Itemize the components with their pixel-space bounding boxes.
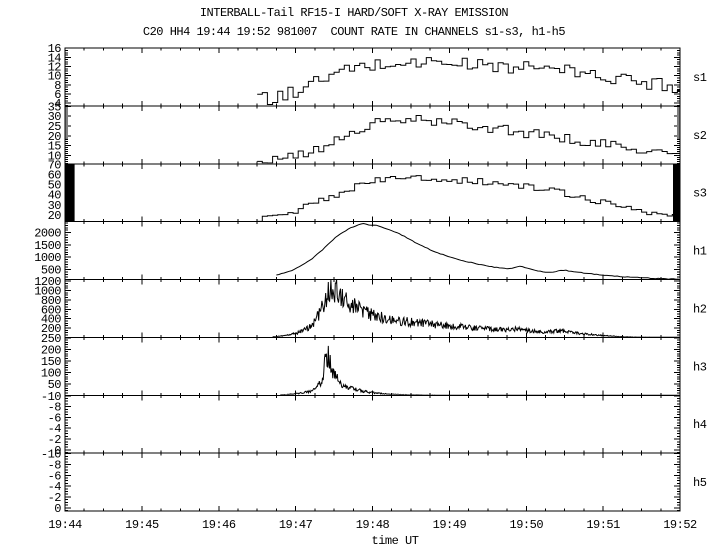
ytick-label-s1: 4 bbox=[54, 97, 61, 111]
channel-label-s2: s2 bbox=[693, 129, 707, 143]
ytick-label-h2: 1200 bbox=[34, 275, 61, 289]
ytick-label-h4: 0 bbox=[54, 444, 61, 458]
ytick-label-s1: 8 bbox=[54, 79, 61, 93]
ytick-label-h1: 1500 bbox=[34, 239, 61, 253]
ytick-label-s1: 14 bbox=[48, 51, 62, 65]
channel-label-s1: s1 bbox=[693, 71, 707, 85]
ytick-label-h3: 200 bbox=[41, 343, 61, 357]
channel-label-s3: s3 bbox=[693, 187, 707, 201]
plot-title: INTERBALL-Tail RF15-I HARD/SOFT X-RAY EM… bbox=[199, 6, 509, 20]
x-axis-title: time UT bbox=[372, 534, 419, 548]
ytick-label-h1: 2000 bbox=[34, 227, 61, 241]
channel-label-h3: h3 bbox=[693, 360, 707, 374]
xtick-label: 19:51 bbox=[586, 518, 620, 532]
ytick-label-h5: 0 bbox=[54, 502, 61, 516]
series-s1 bbox=[257, 57, 680, 105]
ytick-label-s2: 10 bbox=[48, 150, 62, 164]
ytick-label-h5: -4 bbox=[48, 480, 62, 494]
ytick-label-s3: 60 bbox=[48, 168, 62, 182]
channel-label-h2: h2 bbox=[693, 302, 707, 316]
ytick-label-s1: 10 bbox=[48, 70, 62, 84]
ytick-label-s2: 20 bbox=[48, 130, 62, 144]
ytick-label-h3: 50 bbox=[48, 378, 62, 392]
ytick-label-h1: 500 bbox=[41, 263, 61, 277]
ytick-label-h3: 100 bbox=[41, 366, 61, 380]
ytick-label-s1: 12 bbox=[48, 61, 62, 75]
panel-h4: -10-8-6-4-20 h4 bbox=[41, 390, 707, 458]
xtick-label: 19:47 bbox=[279, 518, 313, 532]
series-s3 bbox=[65, 164, 680, 222]
ytick-label-h4: -10 bbox=[41, 390, 61, 404]
ytick-label-h5: -10 bbox=[41, 448, 61, 462]
ytick-label-h4: -8 bbox=[48, 401, 62, 415]
xtick-label: 19:52 bbox=[663, 518, 697, 532]
ytick-label-s2: 35 bbox=[48, 100, 62, 114]
ytick-label-h2: 1000 bbox=[34, 285, 61, 299]
ytick-label-s3: 70 bbox=[48, 158, 62, 172]
ytick-label-s3: 30 bbox=[48, 199, 62, 213]
ytick-label-h4: -4 bbox=[48, 422, 62, 436]
channel-label-h1: h1 bbox=[693, 245, 707, 259]
ytick-label-s3: 50 bbox=[48, 179, 62, 193]
panel-h5: -10-8-6-4-20 h5 bbox=[41, 448, 707, 516]
ytick-label-s2: 30 bbox=[48, 110, 62, 124]
xtick-label: 19:44 bbox=[48, 518, 82, 532]
ytick-label-s1: 6 bbox=[54, 88, 61, 102]
ytick-label-h2: 800 bbox=[41, 294, 61, 308]
ytick-label-s2: 15 bbox=[48, 140, 62, 154]
channel-label-h5: h5 bbox=[693, 476, 707, 490]
ytick-label-h1: 1000 bbox=[34, 251, 61, 265]
channel-label-h4: h4 bbox=[693, 418, 707, 432]
xtick-label: 19:48 bbox=[356, 518, 390, 532]
plot-subtitle: C20 HH4 19:44 19:52 981007 COUNT RATE IN… bbox=[142, 25, 566, 39]
ytick-label-s3: 40 bbox=[48, 189, 62, 203]
xtick-label: 19:45 bbox=[125, 518, 159, 532]
xtick-label: 19:50 bbox=[510, 518, 544, 532]
series-s2 bbox=[257, 115, 680, 164]
ytick-label-h5: -8 bbox=[48, 459, 62, 473]
series-h3 bbox=[280, 345, 680, 395]
ytick-label-h3: 150 bbox=[41, 355, 61, 369]
ytick-label-s2: 25 bbox=[48, 120, 62, 134]
series-h1 bbox=[276, 222, 679, 279]
ytick-label-h5: -2 bbox=[48, 491, 62, 505]
xtick-label: 19:46 bbox=[202, 518, 236, 532]
saturated-bar-s3 bbox=[65, 164, 75, 222]
series-h2 bbox=[272, 280, 680, 337]
saturated-bar-s3 bbox=[673, 164, 680, 222]
ytick-label-h4: -6 bbox=[48, 411, 62, 425]
ytick-label-h4: -2 bbox=[48, 433, 62, 447]
xtick-label: 19:49 bbox=[433, 518, 467, 532]
ytick-label-h2: 600 bbox=[41, 303, 61, 317]
ytick-label-h2: 200 bbox=[41, 322, 61, 336]
ytick-label-h3: 250 bbox=[41, 332, 61, 346]
ytick-label-h2: 400 bbox=[41, 313, 61, 327]
ytick-label-h5: -6 bbox=[48, 469, 62, 483]
ytick-label-s1: 16 bbox=[48, 42, 62, 56]
ytick-label-s3: 20 bbox=[48, 209, 62, 223]
